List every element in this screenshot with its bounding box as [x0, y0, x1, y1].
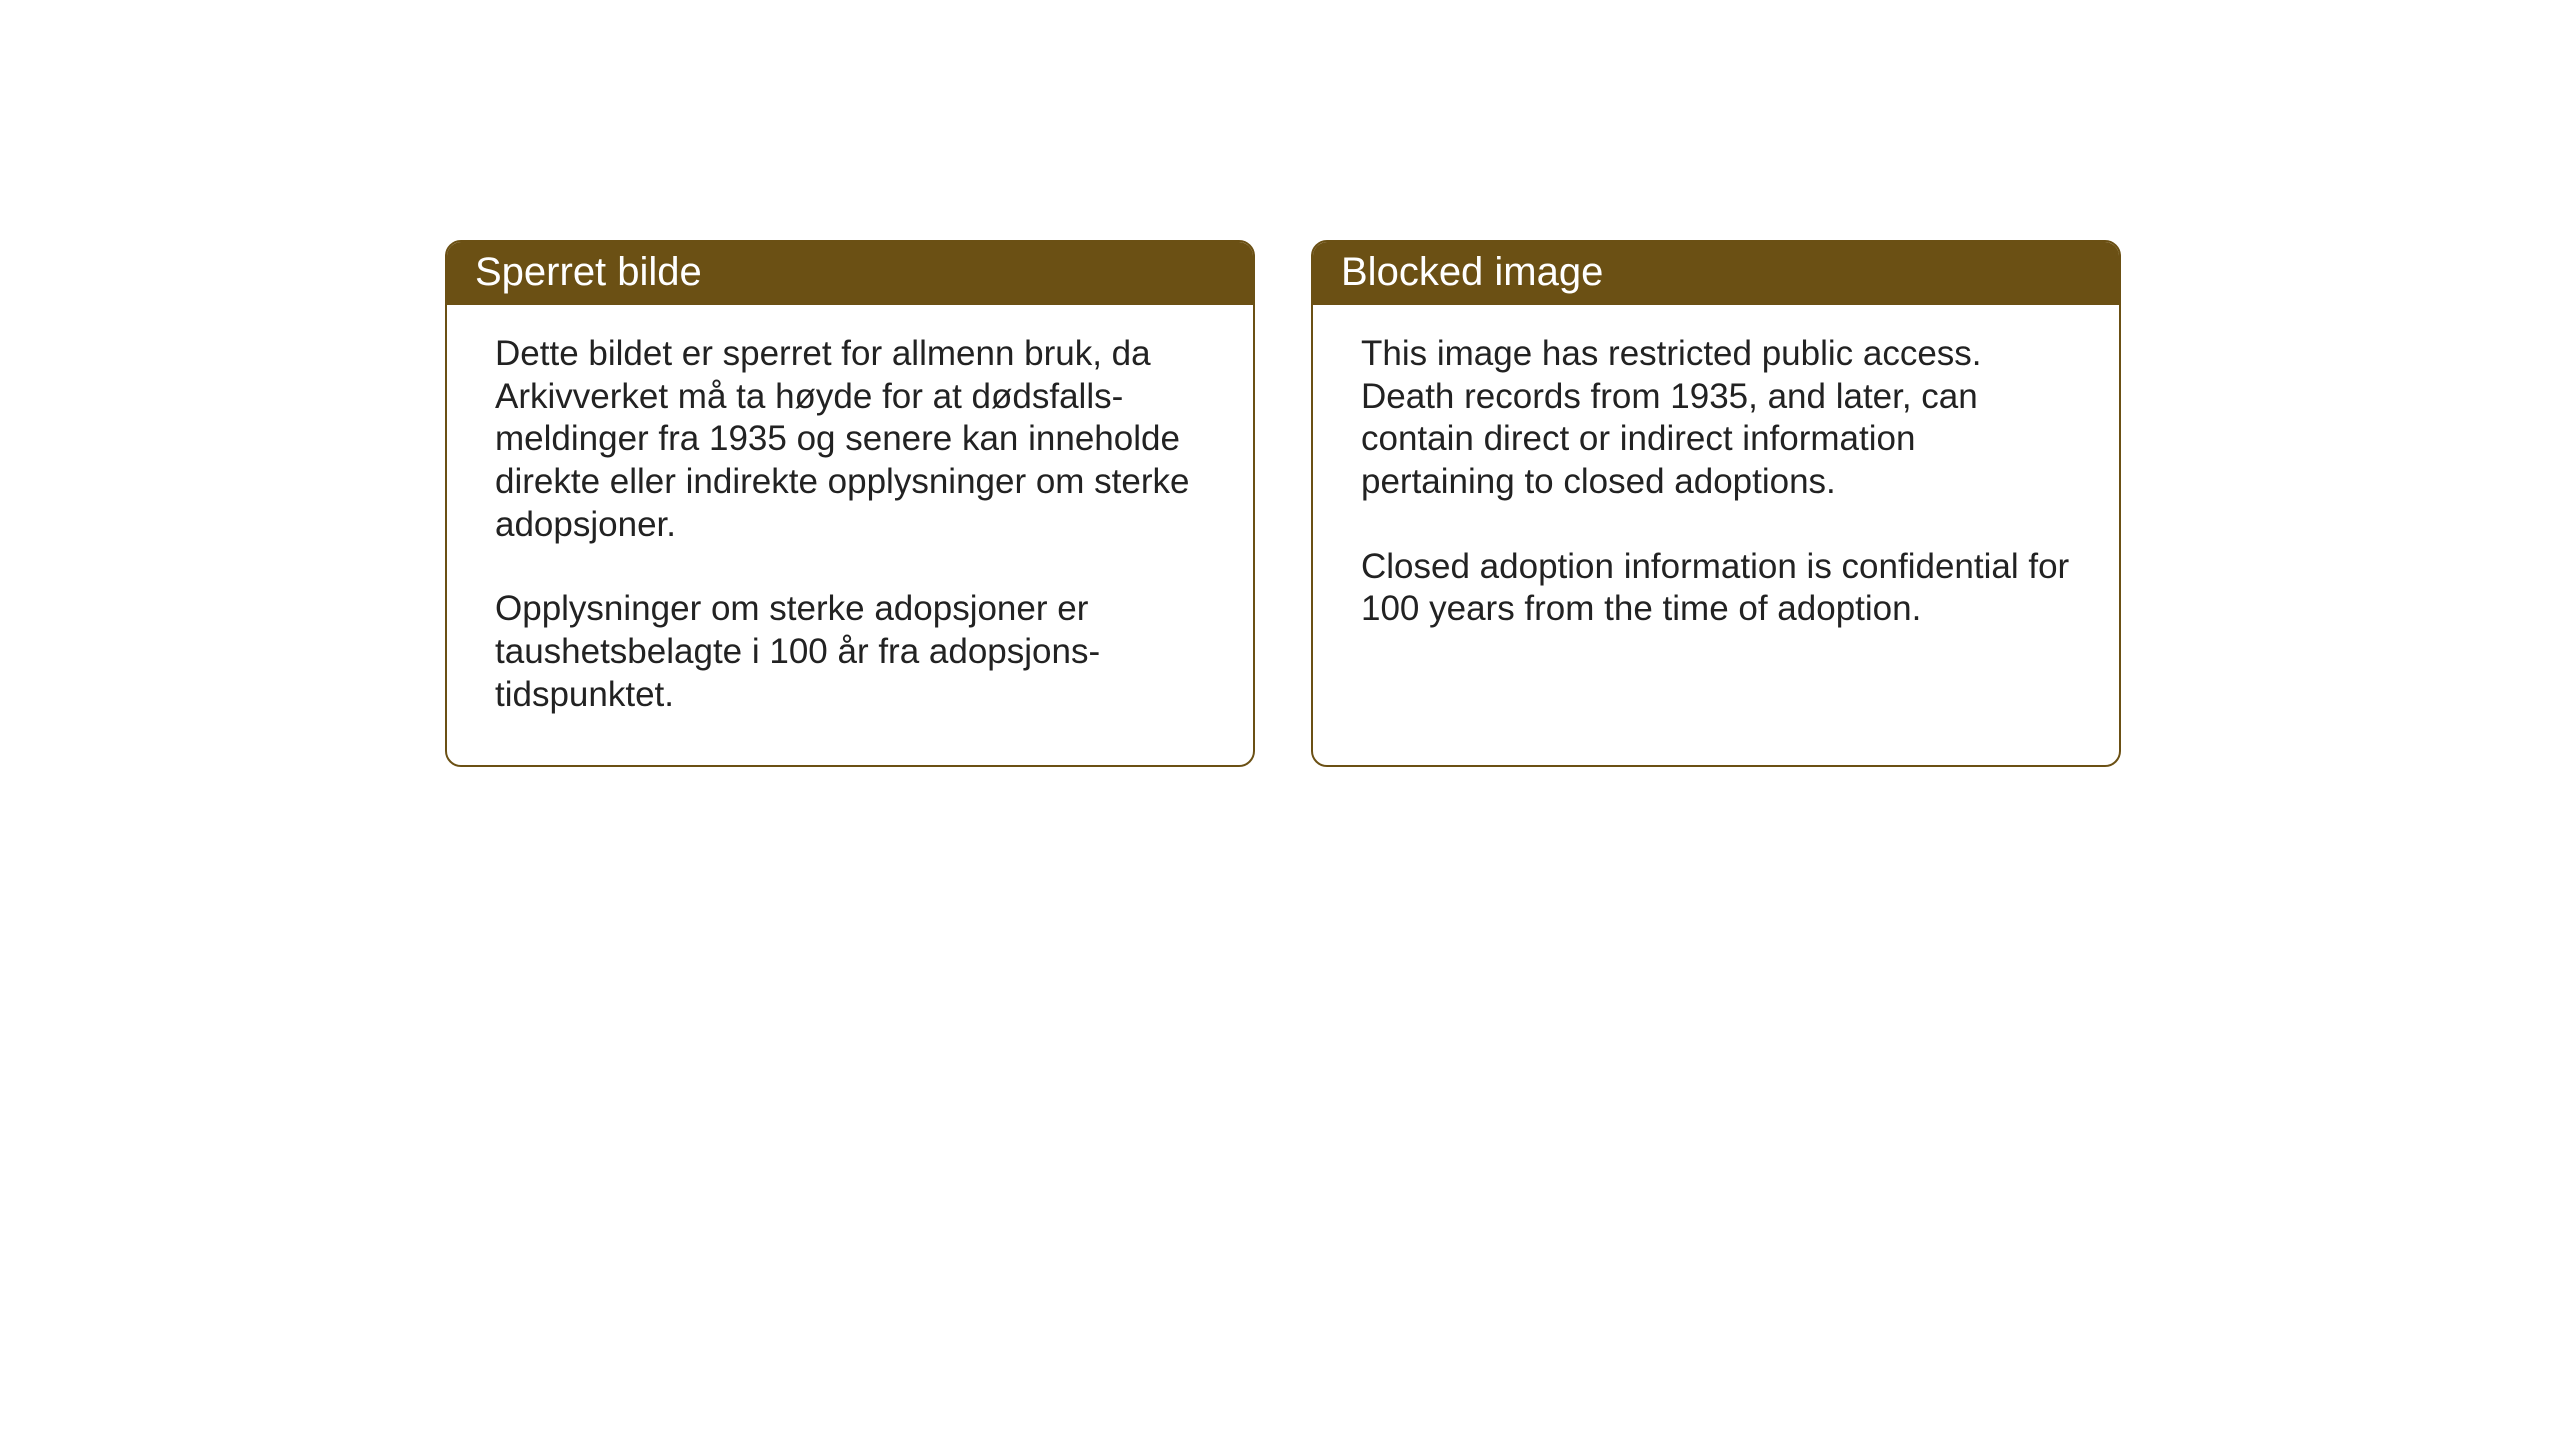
card-body: This image has restricted public access.…	[1313, 305, 2119, 679]
card-header: Blocked image	[1313, 242, 2119, 305]
card-paragraph-1: This image has restricted public access.…	[1361, 333, 2071, 504]
card-paragraph-2: Opplysninger om sterke adopsjoner er tau…	[495, 588, 1205, 716]
card-paragraph-2: Closed adoption information is confident…	[1361, 546, 2071, 631]
card-body: Dette bildet er sperret for allmenn bruk…	[447, 305, 1253, 765]
card-header: Sperret bilde	[447, 242, 1253, 305]
card-title: Sperret bilde	[475, 250, 1225, 295]
card-paragraph-1: Dette bildet er sperret for allmenn bruk…	[495, 333, 1205, 546]
card-title: Blocked image	[1341, 250, 2091, 295]
notice-card-english: Blocked image This image has restricted …	[1311, 240, 2121, 767]
notice-card-norwegian: Sperret bilde Dette bildet er sperret fo…	[445, 240, 1255, 767]
notice-container: Sperret bilde Dette bildet er sperret fo…	[445, 240, 2121, 767]
